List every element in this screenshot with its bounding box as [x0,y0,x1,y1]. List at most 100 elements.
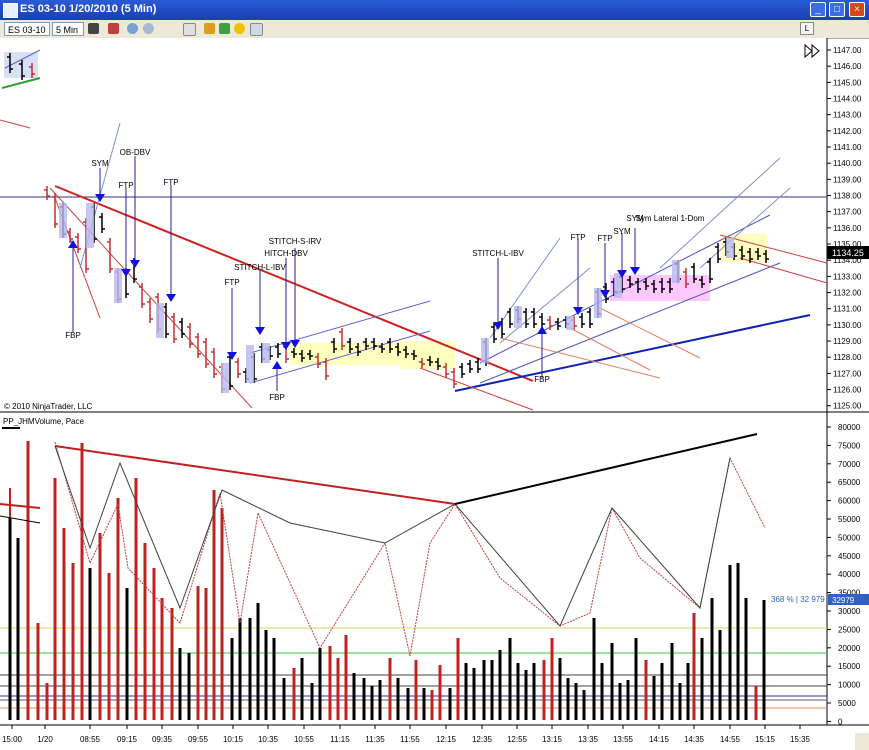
volume-bar [566,678,570,720]
volume-tick-label: 5000 [838,699,856,708]
time-tick-label: 13:15 [542,735,563,744]
volume-bar [414,660,418,720]
volume-bar [574,683,578,720]
annotation-label: OB-DBV [120,148,151,157]
price-tick-label: 1125.00 [833,402,862,411]
price-tick-label: 1144.00 [833,95,862,104]
volume-bar [125,588,129,720]
volume-tick-label: 55000 [838,515,861,524]
volume-readout-badge: 32979 [832,596,855,605]
price-axis: 1147.00 1146.00 1145.00 1144.00 1143.00 1142.… [827,46,862,411]
zoom-in-icon[interactable] [127,23,138,34]
close-icon[interactable]: × [849,2,865,17]
time-tick-label: 11:15 [330,735,350,744]
volume-bar [328,646,332,720]
volume-bar [238,618,242,720]
volume-bar [542,660,546,720]
panel-toggle-icon[interactable] [804,43,820,59]
volume-bar [396,678,400,720]
indicator-icon[interactable] [219,23,230,34]
draw-pencil-icon[interactable] [108,23,119,34]
volume-bar [464,663,468,720]
volume-bar [524,670,528,720]
volume-bar [532,663,536,720]
price-tick-label: 1137.00 [833,208,862,217]
volume-bar [264,630,268,720]
volume-bar [344,635,348,720]
properties-icon[interactable] [183,23,196,36]
chart-app-icon [3,3,18,18]
instrument-selector[interactable]: ES 03-10 [4,22,50,36]
volume-bar [62,528,66,720]
volume-tick-label: 40000 [838,570,861,579]
volume-bar [230,638,234,720]
volume-bar [45,683,49,720]
volume-bar [754,686,758,720]
volume-bars [8,441,766,720]
time-tick-label: 10:55 [294,735,315,744]
volume-bar [362,678,366,720]
price-tick-label: 1145.00 [833,78,862,87]
annotation-label: SYM [626,214,644,223]
volume-axis: 8000075000700006500060000550005000045000… [827,423,861,726]
volume-bar [204,588,208,720]
volume-bar [36,623,40,720]
volume-bar [472,668,476,720]
window-linking-icon[interactable] [250,23,263,36]
volume-bar [728,565,732,720]
volume-bar [143,543,147,720]
volume-bar [53,478,57,720]
volume-bar [336,658,340,720]
time-tick-label: 12:15 [436,735,457,744]
volume-bar [116,498,120,720]
time-tick-label: 11:35 [365,735,385,744]
price-tick-label: 1146.00 [833,62,862,71]
maximize-icon[interactable]: □ [829,2,845,17]
volume-bar [456,638,460,720]
volume-tick-label: 75000 [838,441,861,450]
volume-bar [582,690,586,720]
volume-bar [26,441,30,720]
volume-bar [178,648,182,720]
price-tick-label: 1136.00 [833,224,862,233]
volume-bar [482,660,486,720]
volume-bar [422,688,426,720]
strategy-icon[interactable] [204,23,215,34]
price-tick-label: 1142.00 [833,127,862,136]
bar-style-icon[interactable] [88,23,99,34]
time-tick-label: 09:35 [152,735,173,744]
volume-bar [618,683,622,720]
volume-bar [718,630,722,720]
time-tick-label: 13:55 [613,735,634,744]
volume-bar [406,688,410,720]
volume-bar [8,518,12,720]
volume-bar [644,660,648,720]
copyright-label: © 2010 NinjaTrader, LLC [4,402,93,411]
link-button[interactable]: L [800,22,814,35]
volume-tick-label: 30000 [838,607,861,616]
volume-bar [700,638,704,720]
volume-bar [448,688,452,720]
scrollbar-corner[interactable] [855,733,869,750]
volume-bar [686,663,690,720]
chart-area: SYM OB-DBV FTP FTP FBP FTP STITCH-L-IBV HITCH-D… [0,38,869,750]
price-tick-label: 1131.00 [833,305,862,314]
volume-tick-label: 35000 [838,589,861,598]
time-axis: 15:00 1/20 08:55 09:15 09:35 09:55 10:15 10:35 1… [2,725,811,744]
data-box-icon[interactable] [234,23,245,34]
volume-bar [160,598,164,720]
time-tick-label: 14:35 [684,735,705,744]
volume-bar [282,678,286,720]
minimize-icon[interactable]: _ [810,2,826,17]
time-tick-label: 12:35 [472,735,493,744]
annotation-label: SYM [91,159,109,168]
price-tick-label: 1129.00 [833,337,862,346]
volume-bar [152,568,156,720]
volume-bar [256,603,260,720]
annotation-label: STITCH-S-IRV [269,237,322,246]
volume-bar [490,660,494,720]
interval-selector[interactable]: 5 Min [52,22,84,36]
volume-bar [134,478,138,720]
zoom-out-icon[interactable] [143,23,154,34]
annotation-label: FTP [224,278,239,287]
